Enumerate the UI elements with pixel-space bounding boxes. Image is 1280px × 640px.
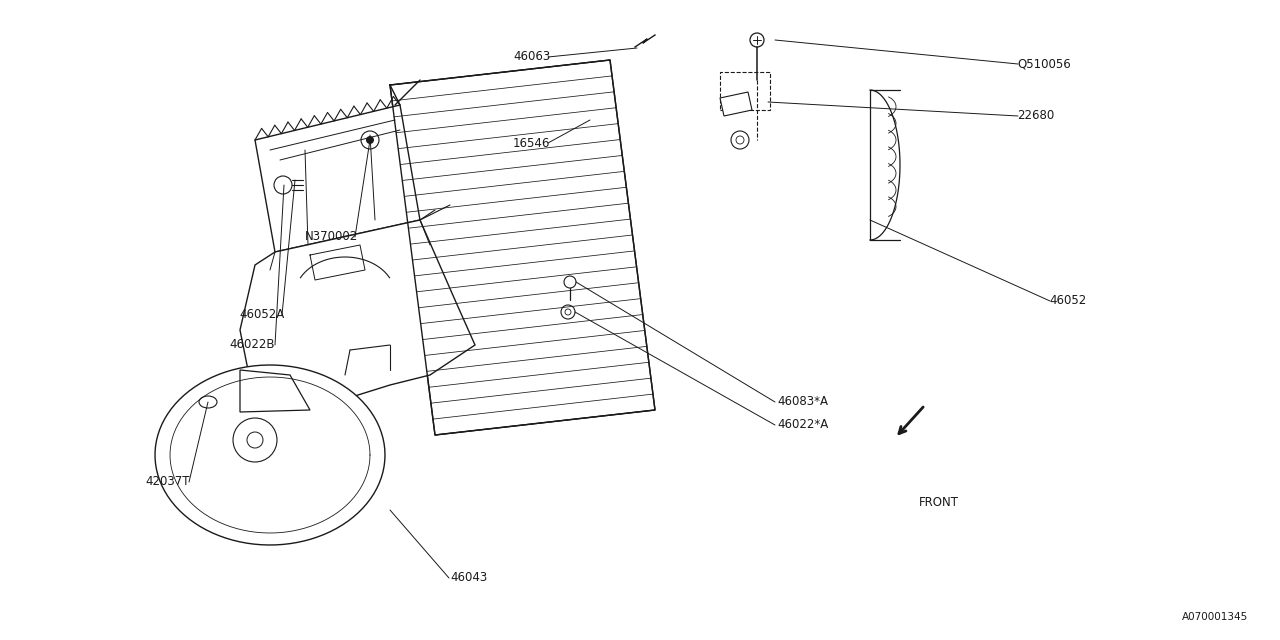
Text: 46022*A: 46022*A [777,419,828,431]
Circle shape [564,276,576,288]
Circle shape [564,309,571,315]
Text: FRONT: FRONT [919,496,959,509]
Text: 46052A: 46052A [239,308,284,321]
Text: N370002: N370002 [305,230,358,243]
Text: Q510056: Q510056 [1018,58,1071,70]
Polygon shape [241,220,475,410]
Ellipse shape [198,396,218,408]
Polygon shape [155,365,385,545]
Text: 46083*A: 46083*A [777,395,828,408]
Text: 42037T: 42037T [145,475,189,488]
Polygon shape [255,105,420,252]
Text: 46043: 46043 [451,571,488,584]
Circle shape [361,131,379,149]
Bar [719,72,771,110]
Circle shape [366,136,374,144]
Circle shape [561,305,575,319]
Circle shape [274,176,292,194]
Text: 22680: 22680 [1018,109,1055,122]
Polygon shape [390,60,655,435]
Text: 46052: 46052 [1050,294,1087,307]
Polygon shape [241,370,310,412]
Text: 46022B: 46022B [229,338,275,351]
Text: A070001345: A070001345 [1181,612,1248,622]
Polygon shape [719,92,753,116]
Circle shape [736,136,744,144]
Text: 46063: 46063 [513,50,550,63]
Text: 16546: 16546 [513,137,550,150]
Circle shape [750,33,764,47]
